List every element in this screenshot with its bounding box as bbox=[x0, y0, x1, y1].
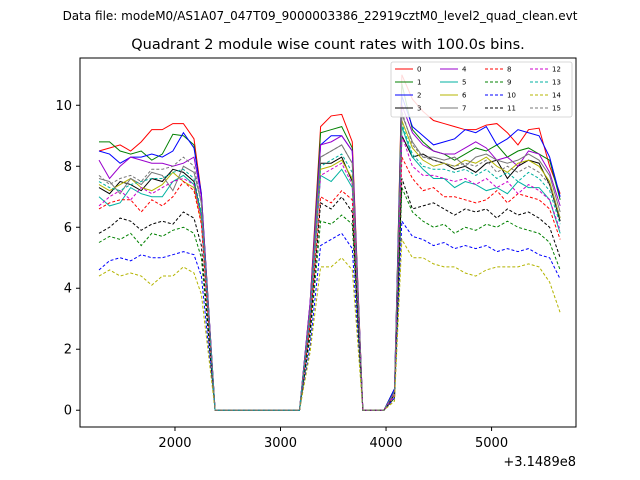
legend-entry-9: 9 bbox=[507, 79, 511, 87]
legend-entry-0: 0 bbox=[417, 66, 421, 74]
series-line-9 bbox=[98, 187, 561, 411]
legend-entry-1: 1 bbox=[417, 79, 421, 87]
series-layer bbox=[98, 74, 561, 411]
legend-entry-15: 15 bbox=[552, 105, 561, 113]
y-tick-label: 4 bbox=[64, 282, 72, 297]
y-axis: 0 2 4 6 8 10 bbox=[55, 99, 80, 419]
x-offset-label: +3.1489e8 bbox=[503, 455, 576, 470]
series-line-6 bbox=[98, 120, 561, 411]
legend-entry-5: 5 bbox=[462, 79, 466, 87]
figure-suptitle: Data file: modeM0/AS1A07_047T09_90000033… bbox=[63, 9, 578, 23]
series-line-1 bbox=[99, 83, 561, 411]
y-tick-label: 2 bbox=[64, 343, 72, 358]
series-line-0 bbox=[98, 74, 561, 411]
series-line-12 bbox=[98, 135, 561, 411]
legend-entry-8: 8 bbox=[507, 66, 511, 74]
legend-entry-6: 6 bbox=[462, 92, 467, 100]
series-line-11 bbox=[98, 178, 561, 411]
x-tick-label: 4000 bbox=[369, 436, 402, 451]
chart-title: Quadrant 2 module wise count rates with … bbox=[131, 37, 525, 53]
series-line-4 bbox=[98, 105, 561, 411]
legend-entry-7: 7 bbox=[462, 105, 466, 113]
series-line-8 bbox=[98, 156, 561, 411]
y-tick-label: 0 bbox=[64, 404, 72, 419]
legend-entry-3: 3 bbox=[417, 105, 421, 113]
y-tick-label: 6 bbox=[64, 221, 72, 236]
x-tick-label: 3000 bbox=[264, 436, 297, 451]
series-line-5 bbox=[98, 126, 561, 411]
x-tick-label: 5000 bbox=[475, 436, 508, 451]
legend-entry-10: 10 bbox=[507, 92, 516, 100]
series-line-2 bbox=[98, 95, 561, 411]
y-tick-label: 8 bbox=[64, 160, 72, 175]
y-tick-label: 10 bbox=[55, 99, 72, 114]
x-axis: 2000 3000 4000 5000 bbox=[158, 427, 508, 451]
legend-entry-14: 14 bbox=[552, 92, 561, 100]
legend-entry-2: 2 bbox=[417, 92, 421, 100]
series-line-10 bbox=[98, 219, 561, 411]
x-tick-label: 2000 bbox=[158, 436, 191, 451]
legend-box bbox=[390, 61, 573, 118]
legend-entry-13: 13 bbox=[552, 79, 561, 87]
series-line-3 bbox=[98, 135, 561, 411]
legend-entry-4: 4 bbox=[462, 66, 467, 74]
series-line-14 bbox=[98, 237, 561, 411]
legend-entry-12: 12 bbox=[552, 66, 561, 74]
legend-entry-11: 11 bbox=[507, 105, 516, 113]
series-line-7 bbox=[98, 114, 561, 411]
plot-frame bbox=[79, 57, 577, 428]
series-line-15 bbox=[98, 111, 561, 411]
